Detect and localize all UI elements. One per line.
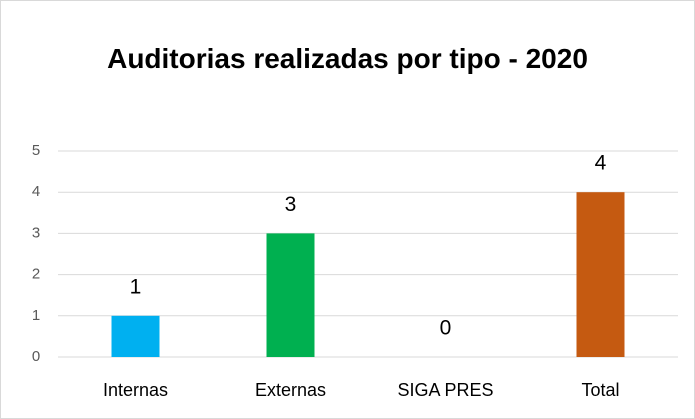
data-label: 1	[130, 275, 142, 298]
bar	[576, 192, 625, 357]
x-tick-label: Externas	[255, 380, 326, 400]
data-label: 4	[595, 152, 607, 175]
y-tick-label: 5	[32, 142, 40, 159]
y-tick-label: 2	[32, 266, 40, 283]
x-tick-label: Total	[581, 380, 619, 400]
x-tick-label: SIGA PRES	[397, 380, 493, 400]
chart-title: Auditorias realizadas por tipo - 2020	[107, 43, 588, 74]
y-tick-label: 3	[32, 224, 40, 241]
x-tick-label: Internas	[103, 380, 168, 400]
data-label: 3	[285, 193, 297, 216]
bar	[111, 315, 160, 357]
y-tick-label: 1	[32, 307, 40, 324]
y-tick-label: 4	[32, 183, 40, 200]
data-label: 0	[440, 317, 452, 340]
bar	[266, 233, 315, 357]
y-tick-label: 0	[32, 348, 40, 365]
